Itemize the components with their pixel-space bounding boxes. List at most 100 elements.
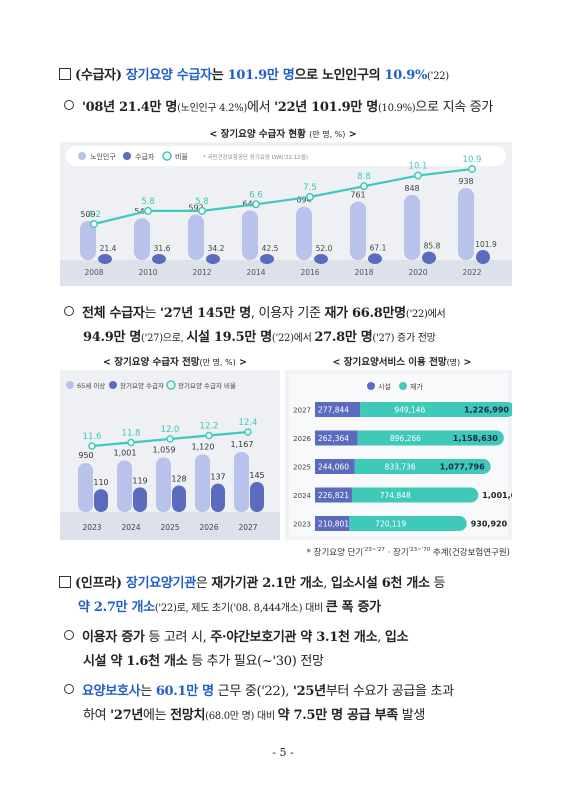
label-facility: 210,801 [318,520,349,529]
label-rec: 21.4 [100,244,117,253]
bar-rec [476,250,490,264]
source-note: * 장기요양 단기'23~'27 · 장기'23~'70 추계(건강보험연구원) [306,547,510,558]
ratio-label: 12.4 [239,418,258,428]
ratio-label: 5.8 [195,197,209,207]
x-axis-band [60,512,280,540]
bar-rec [368,253,382,264]
bar-recipients [250,482,264,512]
circle-bullet-icon [64,100,74,110]
caregiver-line2: 하여 '27년에는 전망치(68.0만 명) 대비 약 7.5만 명 공급 부족… [83,708,426,723]
label-home: 720,119 [375,520,406,529]
label-facility: 262,364 [318,434,349,443]
label-total: 930,920 [471,520,508,529]
bar-recipients [133,487,147,512]
bar-pop [350,201,366,260]
label-total: 1,001,669 [482,491,512,500]
chart1-recipients-status: 노인인구 수급자 비율 * 국민건강보험공단 장기요양 DW('22.12월) … [60,142,512,286]
forecast-line2: 94.9만 명('27)으로, 시설 19.5만 명('22)에서 27.8만 … [83,330,436,345]
label-home: 774,848 [380,491,411,500]
y-tick: 2024 [293,492,311,500]
x-tick: 2016 [300,268,319,277]
ratio-label: 8.8 [357,172,371,182]
label-rec: 31.6 [154,244,171,253]
chart3-service-forecast: 시설 재가 2027 277,844 949,146 1,226,990 2026 262… [285,370,512,540]
label-rec: 52.0 [316,244,333,253]
ratio-point [360,182,368,191]
label-total: 1,158,630 [453,434,498,443]
y-tick: 2026 [293,435,311,443]
bar-65plus [117,460,132,512]
circle-bullet-icon [64,630,74,640]
y-tick: 2027 [293,407,311,415]
label-rec: 42.5 [262,244,279,253]
ratio-label: 11.6 [83,432,102,442]
ratio-point [205,431,213,440]
bar-pop [242,210,258,260]
chart2-recipients-forecast: 65세 이상 장기요양 수급자 장기요양 수급자 비율 950 110 2023 1,… [60,370,280,540]
bar-facility [315,487,352,503]
x-tick: 2008 [84,268,103,277]
label-total: 1,226,990 [464,406,509,415]
bar-65plus [156,457,171,512]
label-65plus: 1,120 [192,442,215,451]
infra-demand-line1: 이용자 증가 등 고려 시, 주·야간보호기관 약 3.1천 개소, 입소 [64,626,409,645]
ratio-label: 4.2 [87,210,101,220]
ratio-point [127,438,135,447]
label-pop: 592 [188,204,203,213]
bar-rec [98,254,112,264]
bar-rec [152,254,166,264]
ratio-point [198,206,206,215]
bar-recipients [94,489,108,512]
ratio-label: 6.6 [249,190,263,200]
ratio-line [93,167,473,226]
forecast-line1: 전체 수급자는 '27년 145만 명, 이용자 기준 재가 66.8만명('2… [64,302,446,321]
label-total: 1,077,796 [440,463,485,472]
bar-pop [188,214,204,260]
bar-home [351,487,471,503]
label-65plus: 950 [78,451,93,460]
bar-pop [404,194,420,260]
label-recipients: 110 [93,478,108,487]
label-recipients: 137 [210,473,225,482]
ratio-point [306,192,314,201]
bar-home [360,402,508,417]
legend2-rec: 장기요양 수급자 [120,381,164,390]
x-tick: 2014 [246,268,265,277]
page-number: - 5 - [272,746,294,759]
label-facility: 277,844 [318,406,349,415]
bar-recipients [211,483,225,512]
bar-pop [80,220,96,260]
bar-rec [260,254,274,264]
bar-home-cap [463,487,479,503]
legend-pop: 노인인구 [90,152,116,161]
bar-facility [315,430,358,446]
bar-facility [315,516,350,531]
ratio-label: 10.1 [409,162,428,172]
circle-bullet-icon [64,306,74,316]
x-axis-band [60,260,512,286]
ratio-point [88,442,96,450]
x-tick: 2018 [354,268,373,277]
bar-rec [314,254,328,264]
bar-home-cap [451,516,467,531]
label-65plus: 1,167 [231,440,254,449]
ratio-point [468,165,476,173]
label-rec: 85.8 [424,242,441,251]
bar-pop [296,206,312,260]
bar-facility [315,459,355,474]
ratio-point [244,428,252,436]
legend2-65: 65세 이상 [77,381,105,390]
bar-65plus [195,454,210,512]
bar-home [357,430,497,446]
y-tick: 2025 [293,464,311,472]
ratio-point [166,435,174,443]
bar-rec [422,251,436,264]
label-pop: 938 [458,177,473,186]
bar-home-cap [500,402,512,417]
ratio-point [144,206,152,215]
recipients-trend: '08년 21.4만 명(노인인구 4.2%)에서 '22년 101.9만 명(… [64,96,493,115]
bar-pop [458,188,474,260]
bar-home-cap [475,459,491,474]
section-recipients: (수급자) 장기요양 수급자는 101.9만 명으로 노인인구의 10.9%('… [59,64,449,83]
x-tick: 2023 [82,523,101,532]
